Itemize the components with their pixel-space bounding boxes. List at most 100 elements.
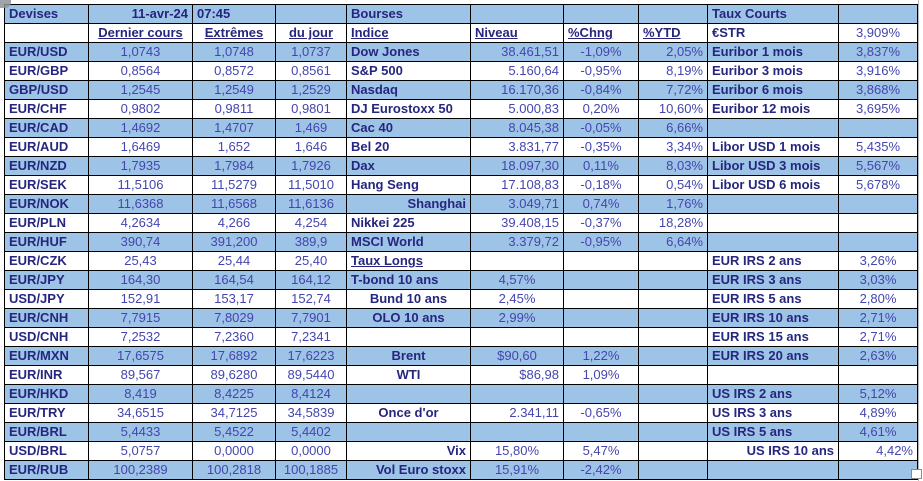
devises-extremes-cell: 1,2549 (192, 80, 276, 100)
bourses-indice-cell: Vol Euro stoxx (346, 460, 471, 480)
devises-extremes-cell: 0,9811 (192, 99, 276, 119)
taux-label-cell: Libor USD 3 mois (707, 156, 839, 176)
devises-last-cell: 34,6515 (88, 403, 193, 423)
taux-value-cell: 3,916% (838, 61, 918, 81)
bourses-ytd-cell (638, 441, 708, 461)
devises-extremes-cell: 17,6892 (192, 346, 276, 366)
table-row: EUR/GBP 0,8564 0,8572 0,8561 S&P 500 5.160,64… (4, 61, 918, 81)
bourses-indice-cell: T-bond 10 ans (346, 270, 471, 290)
taux-label-cell: US IRS 10 ans (707, 441, 839, 461)
devises-last-cell: 89,567 (88, 365, 193, 385)
devises-dujour-cell: 11,5010 (275, 175, 347, 195)
bourses-chng-cell: 0,11% (563, 156, 639, 176)
bourses-chng-cell (563, 308, 639, 328)
devises-dujour-cell: 34,5839 (275, 403, 347, 423)
taux-label-cell: EUR IRS 5 ans (707, 289, 839, 309)
devises-pair-cell: EUR/CHF (4, 99, 89, 119)
taux-value-cell: 2,80% (838, 289, 918, 309)
devises-extremes-cell: 8,4225 (192, 384, 276, 404)
devises-extremes-cell: 11,5279 (192, 175, 276, 195)
bourses-indice-cell: Brent (346, 346, 471, 366)
taux-label-cell (707, 232, 839, 252)
spreadsheet-area: Devises 11-avr-24 07:45 Bourses Taux Cou… (4, 4, 918, 480)
devises-last-cell: 7,7915 (88, 308, 193, 328)
taux-value-cell (838, 213, 918, 233)
table-row: EUR/USD 1,0743 1,0748 1,0737 Dow Jones 38.461… (4, 42, 918, 62)
table-row: GBP/USD 1,2545 1,2549 1,2529 Nasdaq 16.170,36… (4, 80, 918, 100)
devises-dujour-cell: 5,4402 (275, 422, 347, 442)
taux-value-cell: 3,837% (838, 42, 918, 62)
empty-cell (638, 4, 708, 24)
bourses-indice-cell: Vix (346, 441, 471, 461)
taux-value-cell: 3,26% (838, 251, 918, 271)
bourses-indice-cell: Dax (346, 156, 471, 176)
devises-dujour-cell: 0,9801 (275, 99, 347, 119)
taux-value-cell: 5,567% (838, 156, 918, 176)
header-niveau: Niveau (470, 23, 564, 43)
bourses-ytd-cell: 7,72% (638, 80, 708, 100)
market-dashboard-table: Devises 11-avr-24 07:45 Bourses Taux Cou… (4, 4, 918, 480)
taux-label-cell (707, 460, 839, 480)
devises-section-title: Devises (4, 4, 89, 24)
bourses-ytd-cell: 8,19% (638, 61, 708, 81)
taux-label-cell: Euribor 3 mois (707, 61, 839, 81)
bourses-chng-cell (563, 270, 639, 290)
bourses-niveau-cell: 39.408,15 (470, 213, 564, 233)
bourses-chng-cell (563, 422, 639, 442)
devises-last-cell: 5,0757 (88, 441, 193, 461)
bourses-chng-cell: -0,84% (563, 80, 639, 100)
taux-value-cell (838, 194, 918, 214)
table-row: EUR/JPY 164,30 164,54 164,12 T-bond 10 ans 4,… (4, 270, 918, 290)
bourses-chng-cell: 5,47% (563, 441, 639, 461)
devises-pair-cell: EUR/GBP (4, 61, 89, 81)
table-row: EUR/CHF 0,9802 0,9811 0,9801 DJ Eurostoxx 50… (4, 99, 918, 119)
bourses-niveau-cell: 3.379,72 (470, 232, 564, 252)
taux-value-cell: 4,89% (838, 403, 918, 423)
devises-extremes-cell: 25,44 (192, 251, 276, 271)
table-row: EUR/HUF 390,74 391,200 389,9 MSCI World 3.379… (4, 232, 918, 252)
taux-value-cell: 2,71% (838, 308, 918, 328)
devises-last-cell: 152,91 (88, 289, 193, 309)
devises-extremes-cell: 100,2818 (192, 460, 276, 480)
devises-last-cell: 1,0743 (88, 42, 193, 62)
devises-extremes-cell: 1,0748 (192, 42, 276, 62)
bourses-chng-cell: -0,95% (563, 61, 639, 81)
devises-last-cell: 25,43 (88, 251, 193, 271)
devises-last-cell: 11,5106 (88, 175, 193, 195)
bourses-indice-cell: S&P 500 (346, 61, 471, 81)
devises-last-cell: 164,30 (88, 270, 193, 290)
bourses-indice-cell: Cac 40 (346, 118, 471, 138)
bourses-chng-cell: -0,18% (563, 175, 639, 195)
devises-pair-cell: EUR/HUF (4, 232, 89, 252)
bourses-ytd-cell: 0,54% (638, 175, 708, 195)
devises-last-cell: 11,6368 (88, 194, 193, 214)
devises-dujour-cell: 1,2529 (275, 80, 347, 100)
devises-last-cell: 1,4692 (88, 118, 193, 138)
taux-label-cell: Euribor 1 mois (707, 42, 839, 62)
taux-value-cell (838, 232, 918, 252)
devises-dujour-cell: 0,0000 (275, 441, 347, 461)
devises-pair-cell: EUR/MXN (4, 346, 89, 366)
taux-label-cell: EUR IRS 15 ans (707, 327, 839, 347)
taux-label-cell: Euribor 12 mois (707, 99, 839, 119)
bourses-niveau-cell (470, 251, 564, 271)
taux-value-cell: 3,03% (838, 270, 918, 290)
bourses-chng-cell: -0,65% (563, 403, 639, 423)
bourses-indice-cell: Nikkei 225 (346, 213, 471, 233)
empty-cell (470, 4, 564, 24)
devises-extremes-cell: 0,8572 (192, 61, 276, 81)
bourses-ytd-cell: 2,05% (638, 42, 708, 62)
empty-cell (563, 4, 639, 24)
devises-last-cell: 0,8564 (88, 61, 193, 81)
devises-dujour-cell: 152,74 (275, 289, 347, 309)
taux-label-cell: Libor USD 6 mois (707, 175, 839, 195)
bourses-indice-cell: Hang Seng (346, 175, 471, 195)
header-chng: %Chng (563, 23, 639, 43)
taux-value-cell (838, 118, 918, 138)
bourses-chng-cell: -0,37% (563, 213, 639, 233)
date-cell: 11-avr-24 (88, 4, 193, 24)
table-row: EUR/PLN 4,2634 4,266 4,254 Nikkei 225 39.408,… (4, 213, 918, 233)
bourses-ytd-cell (638, 327, 708, 347)
devises-dujour-cell: 1,469 (275, 118, 347, 138)
window-right-edge (918, 0, 919, 481)
